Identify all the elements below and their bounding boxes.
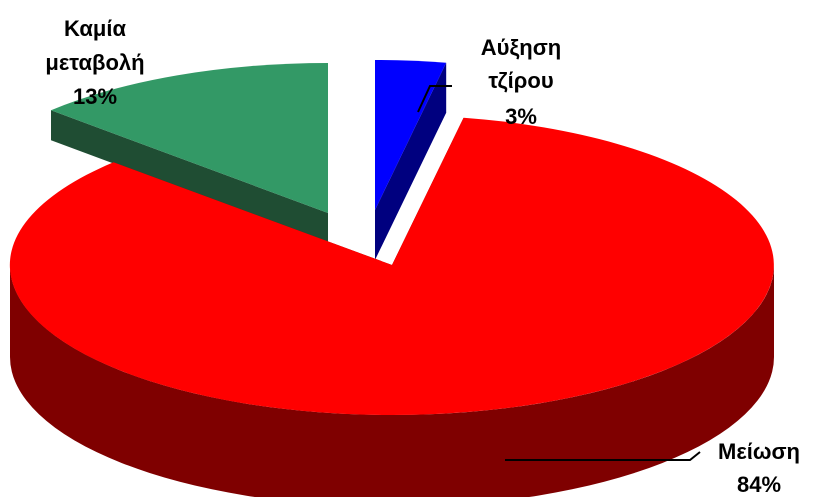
pie-slice-increase-side xyxy=(375,62,447,261)
label-increase-line1: Αύξηση xyxy=(481,35,561,60)
pie-slice-nochange-wall-0 xyxy=(51,110,328,243)
leader-line-decrease xyxy=(505,451,701,461)
label-increase-line2: τζίρου xyxy=(488,68,553,93)
label-nochange-pct: 13% xyxy=(73,84,117,109)
pie-slice-decrease-rim xyxy=(10,265,774,497)
pie-slice-increase-wall-1 xyxy=(375,62,447,261)
label-decrease-line1: Μείωση xyxy=(718,439,800,464)
pie-slice-nochange-side xyxy=(51,110,328,243)
leader-line-increase xyxy=(417,85,452,113)
pie-slices xyxy=(9,60,774,497)
pie-slice-decrease xyxy=(9,117,774,416)
label-decrease-pct: 84% xyxy=(737,472,781,497)
label-nochange-line1: Καμία xyxy=(64,16,126,41)
pie-slice-nochange xyxy=(51,62,328,213)
pie-slice-increase xyxy=(375,60,447,210)
label-nochange-line2: μεταβολή xyxy=(45,50,144,75)
label-increase-pct: 3% xyxy=(505,104,537,129)
